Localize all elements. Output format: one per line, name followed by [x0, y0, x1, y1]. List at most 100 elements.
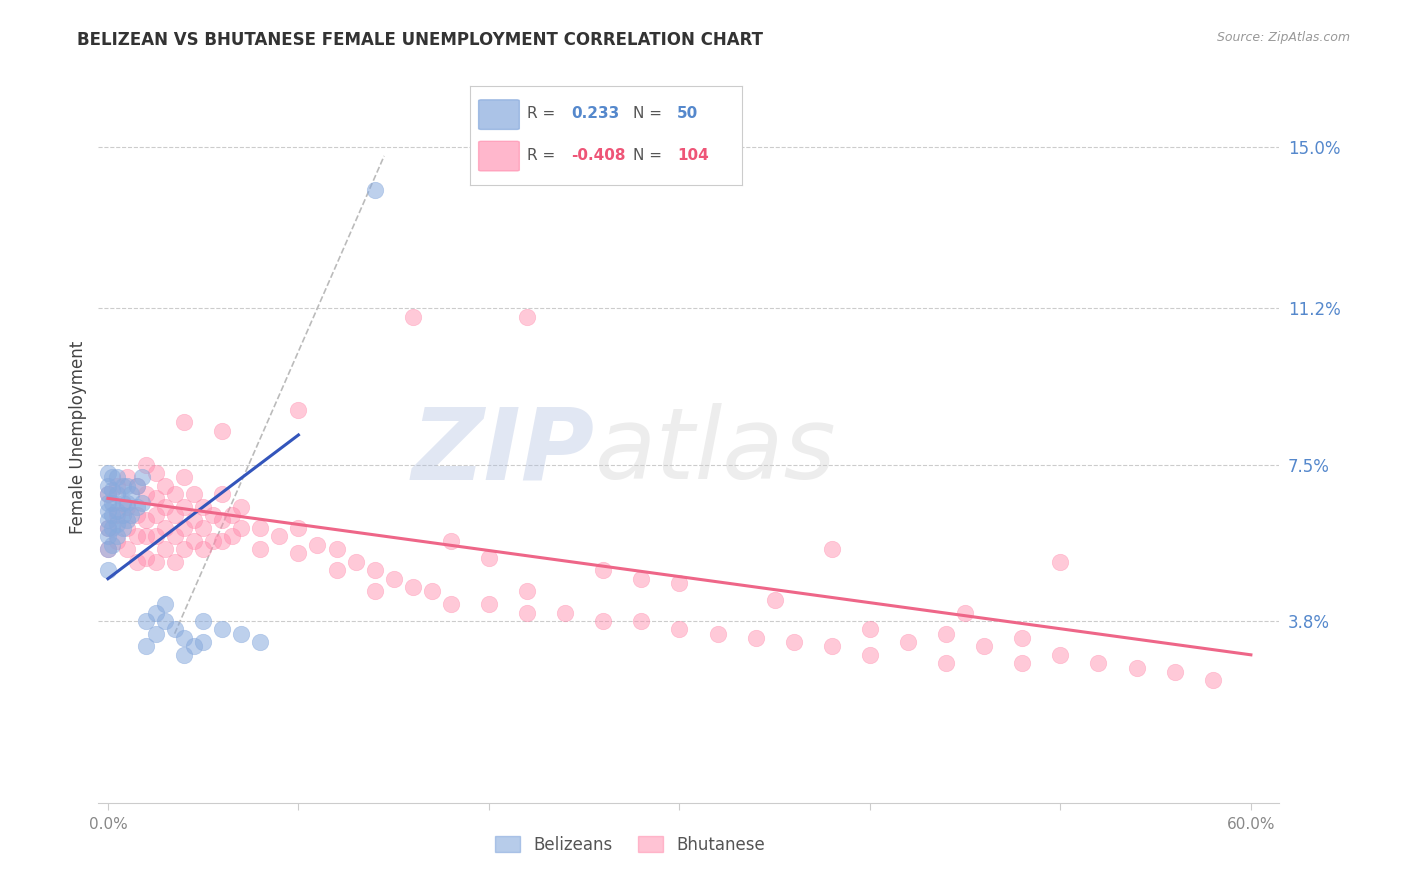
Point	[897, 635, 920, 649]
Point	[97, 466, 120, 480]
Point	[763, 592, 786, 607]
Point	[112, 521, 135, 535]
Text: Source: ZipAtlas.com: Source: ZipAtlas.com	[1216, 31, 1350, 45]
Point	[173, 470, 195, 484]
Point	[1011, 631, 1033, 645]
Point	[115, 479, 138, 493]
Point	[193, 635, 215, 649]
Point	[859, 648, 882, 662]
Point	[231, 500, 253, 514]
Point	[100, 538, 122, 552]
Point	[821, 542, 844, 557]
Point	[125, 479, 148, 493]
Point	[97, 504, 120, 518]
Point	[1163, 665, 1185, 679]
Point	[97, 479, 120, 493]
Point	[1087, 657, 1109, 671]
Point	[173, 542, 195, 557]
Point	[107, 508, 129, 523]
Point	[287, 402, 309, 417]
Point	[287, 521, 309, 535]
Point	[478, 597, 501, 611]
Point	[953, 606, 976, 620]
Point	[1011, 657, 1033, 671]
Point	[100, 508, 122, 523]
Point	[211, 424, 233, 438]
Point	[163, 508, 186, 523]
Point	[107, 487, 129, 501]
Point	[115, 500, 138, 514]
Point	[211, 623, 233, 637]
Point	[173, 500, 195, 514]
Point	[107, 529, 129, 543]
Point	[1049, 648, 1071, 662]
Point	[112, 508, 135, 523]
Point	[211, 512, 233, 526]
Y-axis label: Female Unemployment: Female Unemployment	[69, 341, 87, 533]
Point	[193, 542, 215, 557]
Point	[744, 631, 766, 645]
Point	[516, 310, 538, 324]
Point	[125, 508, 148, 523]
Point	[131, 470, 153, 484]
Point	[125, 555, 148, 569]
Point	[107, 470, 129, 484]
Point	[163, 623, 186, 637]
Point	[630, 572, 652, 586]
Point	[554, 606, 576, 620]
Point	[115, 495, 138, 509]
Point	[173, 648, 195, 662]
Point	[183, 487, 205, 501]
Point	[1202, 673, 1225, 688]
Point	[153, 614, 176, 628]
Point	[97, 542, 120, 557]
Point	[125, 479, 148, 493]
Point	[135, 529, 157, 543]
Point	[163, 487, 186, 501]
Point	[115, 512, 138, 526]
Point	[135, 640, 157, 654]
Point	[173, 521, 195, 535]
Point	[221, 529, 243, 543]
Point	[183, 512, 205, 526]
Point	[307, 538, 329, 552]
Point	[145, 555, 167, 569]
Point	[440, 597, 463, 611]
Point	[231, 521, 253, 535]
Point	[120, 508, 142, 523]
Point	[97, 521, 120, 535]
Point	[231, 626, 253, 640]
Point	[592, 614, 614, 628]
Point	[420, 584, 443, 599]
Point	[145, 626, 167, 640]
Point	[363, 584, 385, 599]
Point	[100, 483, 122, 497]
Point	[193, 614, 215, 628]
Point	[125, 500, 148, 514]
Point	[221, 508, 243, 523]
Point	[97, 495, 120, 509]
Legend: Belizeans, Bhutanese: Belizeans, Bhutanese	[488, 829, 772, 860]
Point	[821, 640, 844, 654]
Point	[145, 508, 167, 523]
Point	[107, 479, 129, 493]
Point	[211, 487, 233, 501]
Point	[112, 479, 135, 493]
Point	[249, 542, 271, 557]
Point	[153, 500, 176, 514]
Point	[100, 470, 122, 484]
Point	[668, 576, 690, 591]
Point	[668, 623, 690, 637]
Point	[145, 491, 167, 506]
Point	[325, 563, 347, 577]
Point	[97, 521, 120, 535]
Point	[516, 606, 538, 620]
Text: BELIZEAN VS BHUTANESE FEMALE UNEMPLOYMENT CORRELATION CHART: BELIZEAN VS BHUTANESE FEMALE UNEMPLOYMEN…	[77, 31, 763, 49]
Point	[97, 487, 120, 501]
Point	[325, 542, 347, 557]
Point	[135, 458, 157, 472]
Point	[97, 563, 120, 577]
Point	[440, 533, 463, 548]
Text: ZIP: ZIP	[412, 403, 595, 500]
Point	[163, 555, 186, 569]
